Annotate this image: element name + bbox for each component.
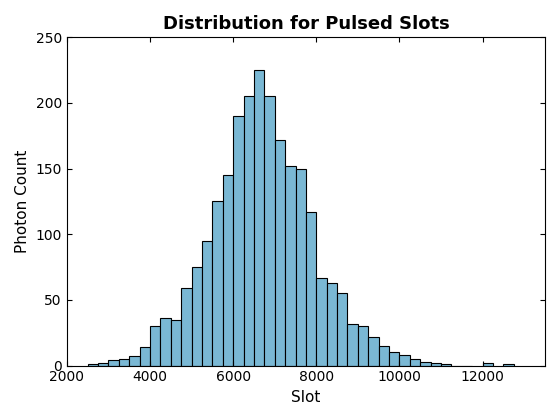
Bar — [326, 283, 337, 365]
Bar — [306, 212, 316, 365]
Bar — [316, 278, 326, 365]
X-axis label: Slot: Slot — [291, 390, 320, 405]
Bar — [139, 347, 150, 365]
Bar — [503, 364, 514, 365]
Bar — [483, 363, 493, 365]
Bar — [192, 267, 202, 365]
Bar — [337, 293, 347, 365]
Bar — [368, 337, 379, 365]
Bar — [441, 364, 451, 365]
Bar — [264, 97, 275, 365]
Bar — [431, 363, 441, 365]
Y-axis label: Photon Count: Photon Count — [15, 150, 30, 253]
Bar — [389, 352, 399, 365]
Bar — [347, 323, 358, 365]
Bar — [171, 320, 181, 365]
Bar — [244, 97, 254, 365]
Bar — [254, 70, 264, 365]
Bar — [202, 241, 212, 365]
Bar — [109, 360, 119, 365]
Bar — [212, 202, 223, 365]
Bar — [420, 362, 431, 365]
Bar — [98, 363, 109, 365]
Bar — [296, 169, 306, 365]
Title: Distribution for Pulsed Slots: Distribution for Pulsed Slots — [162, 15, 449, 33]
Bar — [223, 175, 233, 365]
Bar — [129, 357, 139, 365]
Bar — [399, 355, 410, 365]
Bar — [181, 288, 192, 365]
Bar — [275, 140, 285, 365]
Bar — [285, 166, 296, 365]
Bar — [358, 326, 368, 365]
Bar — [150, 326, 160, 365]
Bar — [233, 116, 244, 365]
Bar — [379, 346, 389, 365]
Bar — [160, 318, 171, 365]
Bar — [87, 364, 98, 365]
Bar — [119, 359, 129, 365]
Bar — [410, 359, 420, 365]
